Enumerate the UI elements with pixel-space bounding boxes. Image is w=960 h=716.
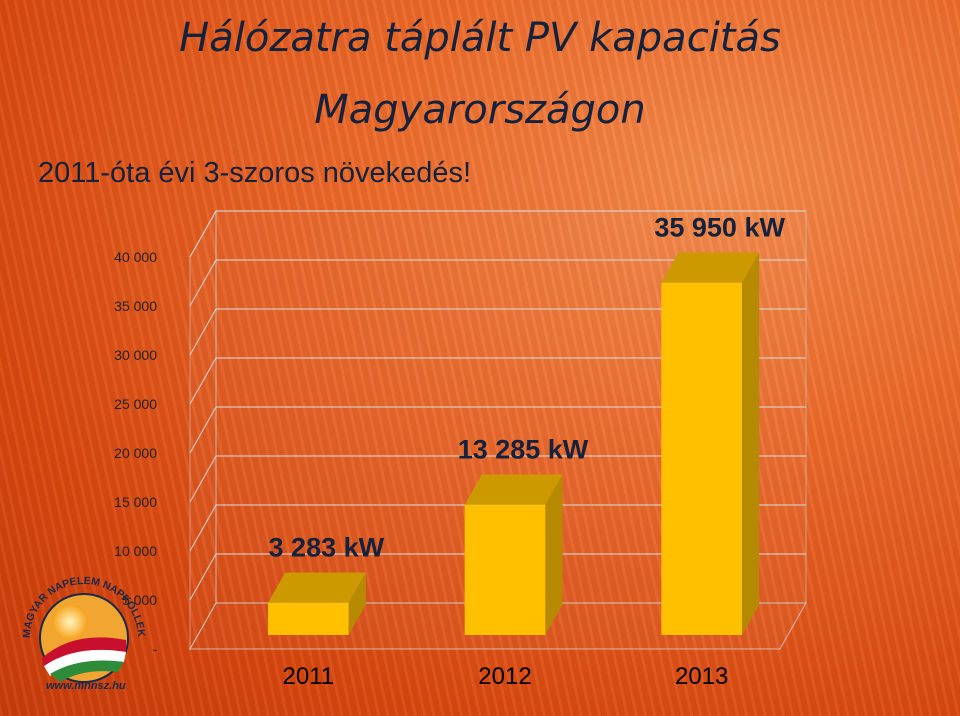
gridline <box>189 504 806 552</box>
y-tick-label: 5 000 <box>122 592 157 608</box>
bar-front <box>661 282 742 635</box>
y-tick-label: 40 000 <box>114 249 157 265</box>
y-tick-label: 20 000 <box>114 445 157 461</box>
subtitle: 2011-óta évi 3-szoros növekedés! <box>38 157 472 189</box>
bar-front <box>464 504 546 635</box>
bar-top <box>268 572 366 603</box>
y-tick-label: 10 000 <box>114 543 157 559</box>
bar-2012 <box>464 474 563 635</box>
sun-hills-logo-icon: MAGYAR NAPELEM NAPKOLLEKTOR SZÖVETSÉG <box>10 550 147 683</box>
x-axis-categories: 2011 2012 2013 <box>283 663 729 690</box>
gridline <box>189 308 806 356</box>
bar-top <box>464 474 563 505</box>
y-tick-label: 15 000 <box>114 494 157 510</box>
x-category-label: 2012 <box>478 663 531 690</box>
gridline <box>189 455 806 503</box>
bar-2013 <box>661 252 760 635</box>
bar-front <box>268 602 349 635</box>
gridline <box>189 357 806 405</box>
y-tick-label: 30 000 <box>114 347 157 363</box>
bar-2011 <box>268 572 366 635</box>
bar-side <box>741 252 760 635</box>
y-tick-label: - <box>152 641 157 657</box>
y-axis-ticks: - 5 000 10 000 15 000 20 000 25 000 30 000 35 0… <box>114 249 157 657</box>
bar-top <box>661 252 760 283</box>
data-label: 13 285 kW <box>458 434 589 464</box>
gridline <box>189 210 806 258</box>
title-line-1: Hálózatra táplált PV kapacitás <box>179 15 781 61</box>
gridline <box>189 553 806 601</box>
title-line-2: Magyarországon <box>314 87 646 133</box>
gridline <box>189 406 806 454</box>
bar-side <box>348 572 366 635</box>
data-label: 3 283 kW <box>269 532 385 562</box>
bars <box>268 252 760 635</box>
y-tick-label: 25 000 <box>114 396 157 412</box>
gridline <box>189 259 806 307</box>
bar-side <box>545 474 563 635</box>
x-category-label: 2011 <box>283 663 335 690</box>
association-logo: MAGYAR NAPELEM NAPKOLLEKTOR SZÖVETSÉG <box>10 550 154 700</box>
x-category-label: 2013 <box>675 663 728 690</box>
gridlines <box>189 210 806 601</box>
data-labels: 3 283 kW 13 285 kW 35 950 kW <box>269 212 786 562</box>
y-tick-label: 35 000 <box>114 298 157 314</box>
logo-url: www.mnnsz.hu <box>46 680 126 692</box>
data-label: 35 950 kW <box>654 212 785 242</box>
